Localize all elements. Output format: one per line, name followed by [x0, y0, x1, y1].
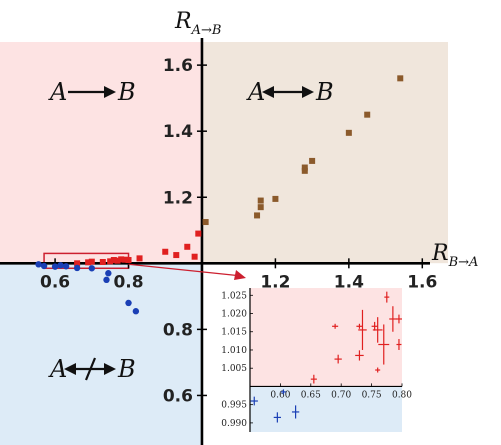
x-tick-label-1: 0.8: [113, 272, 143, 292]
inset-y-tick-label-2: 1.005: [221, 364, 247, 374]
x-tick-label-4: 1.6: [407, 272, 437, 292]
inset-lower-bg: [250, 386, 402, 432]
point-s0-8: [345, 129, 352, 136]
point-s0-5: [301, 164, 308, 171]
y-tick-label-4: 1.6: [163, 56, 193, 76]
x-tick-label-2: 1.2: [260, 272, 290, 292]
point-s1-5: [110, 257, 117, 264]
region-labels: A B A B A B: [48, 78, 334, 383]
point-s1-9: [125, 257, 132, 264]
region-label-b-1: B: [315, 78, 334, 106]
region-label-a-1: A: [246, 78, 265, 106]
inset-y-tick-label-3: 1.010: [221, 346, 247, 356]
point-s0-6: [301, 167, 308, 174]
inset-y-tick-label-5: 1.020: [221, 310, 247, 320]
inset-x-tick-label-3: 0.75: [362, 390, 382, 400]
point-s0-2: [257, 204, 264, 211]
point-s2-0: [35, 261, 42, 268]
point-s0-9: [364, 111, 371, 118]
inset-y-tick-label-1: 0.995: [221, 401, 247, 411]
y-tick-label-1: 0.8: [163, 320, 193, 340]
point-s1-1: [85, 259, 92, 266]
region-arrow-head-right-1: [302, 86, 314, 98]
inset-y-tick-label-4: 1.015: [221, 328, 247, 338]
inset-x-tick-label-2: 0.70: [331, 390, 351, 400]
point-s2-1: [40, 262, 48, 270]
region-2: [0, 263, 202, 445]
x-tick-label-3: 1.4: [334, 272, 364, 292]
point-s2-8: [105, 270, 112, 277]
point-s2-4: [62, 263, 70, 270]
region-label-a-2: A: [48, 355, 67, 383]
point-s2-2: [51, 263, 59, 270]
point-s0-7: [309, 157, 316, 164]
y-tick-label-0: 0.6: [163, 386, 193, 406]
point-s2-5: [73, 264, 81, 272]
region-arrow-head-right-2: [104, 363, 116, 375]
point-s2-7: [103, 276, 110, 284]
point-s1-0: [74, 260, 81, 267]
point-s1-14: [195, 230, 202, 237]
point-s1-4: [107, 258, 114, 265]
main-ticks: 0.6 0.8 1.2 1.4 1.6 0.6 0.8 1.2 1.4 1.6: [40, 56, 437, 406]
x-tick-label-0: 0.6: [40, 272, 70, 292]
point-s1-8: [121, 256, 128, 263]
point-s1-10: [136, 255, 143, 262]
point-s1-6: [114, 257, 121, 264]
region-1: [201, 42, 448, 264]
zoom-connector-arrowhead: [234, 270, 246, 280]
point-s2-10: [132, 308, 140, 315]
region-label-a-0: A: [48, 78, 67, 106]
region-arrow-head-right-0: [104, 86, 116, 98]
inset-x-tick-label-0: 0.60: [270, 390, 290, 400]
inset-x-tick-label-4: 0.80: [392, 390, 412, 400]
point-s2-9: [125, 299, 132, 307]
point-s0-10: [397, 75, 404, 82]
region-label-b-0: B: [117, 78, 136, 106]
point-s1-7: [118, 256, 125, 263]
y-axis-title-sub: A→B: [191, 23, 222, 38]
point-s0-4: [272, 195, 279, 202]
x-axis-title: RB→A: [431, 241, 478, 270]
x-axis-title-sub: B→A: [448, 255, 479, 270]
inset-x-tick-label-1: 0.65: [301, 390, 321, 400]
region-arrow-slash-2: [84, 357, 97, 381]
region-0: [0, 42, 202, 264]
region-label-b-2: B: [117, 355, 136, 383]
point-s1-11: [162, 248, 169, 255]
main-axes: [0, 38, 430, 445]
region-arrow-head-left-2: [64, 363, 76, 375]
y-tick-label-3: 1.4: [163, 122, 193, 142]
point-s1-12: [173, 252, 180, 259]
point-s1-3: [99, 258, 106, 265]
point-s0-0: [202, 219, 209, 226]
point-s2-6: [88, 265, 96, 272]
inset-y-tick-label-6: 1.025: [221, 291, 247, 301]
zoom-connector-line: [128, 263, 243, 277]
region-arrow-head-left-1: [262, 86, 274, 98]
point-s2-3: [57, 262, 64, 269]
inset-upper-bg: [250, 288, 402, 387]
y-tick-label-2: 1.2: [163, 188, 193, 208]
inset-y-tick-label-0: 0.990: [221, 419, 247, 429]
main-data-points: [35, 75, 404, 315]
inset-zoom-plot: 0.60 0.65 0.70 0.75 0.80 0.990 0.995 1.005 1.010…: [128, 263, 412, 432]
y-axis-title: RA→B: [174, 9, 221, 38]
point-s1-13: [184, 243, 191, 250]
point-s0-1: [254, 212, 261, 219]
point-s1-15: [191, 253, 198, 260]
point-s0-3: [257, 197, 264, 204]
point-s1-2: [88, 258, 95, 265]
